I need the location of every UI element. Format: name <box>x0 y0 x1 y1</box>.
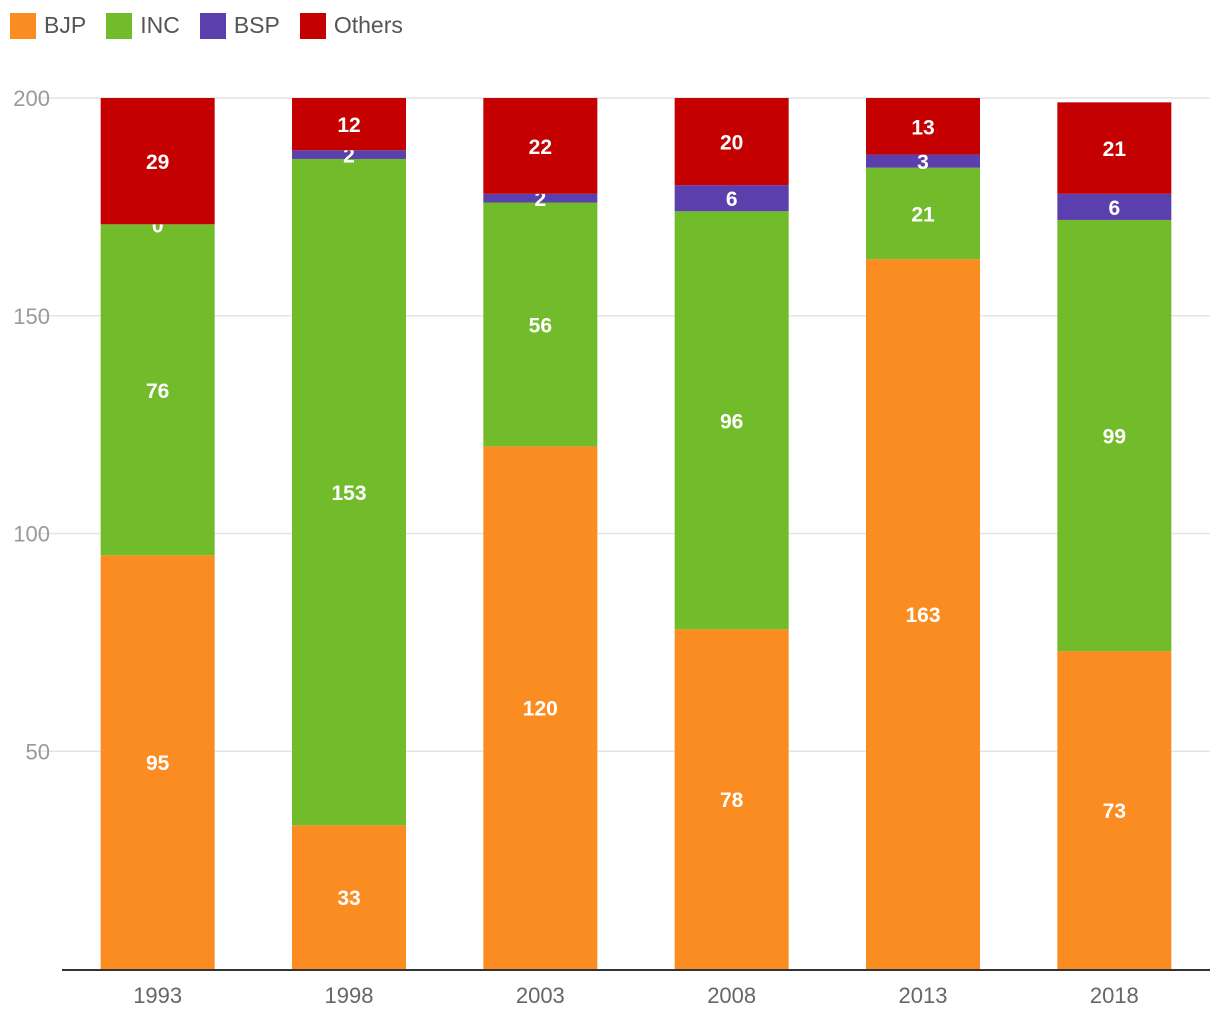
bar-segment-others-2008[interactable] <box>674 98 789 186</box>
legend-swatch-inc <box>106 12 133 39</box>
bar-segment-bjp-2018[interactable] <box>1057 651 1172 969</box>
legend-swatch-others <box>299 12 326 39</box>
bar-segment-bjp-2003[interactable] <box>483 446 598 969</box>
legend-label-inc: INC <box>140 12 180 38</box>
data-label-bjp-2003: 120 <box>523 698 558 721</box>
bar-segment-bjp-2013[interactable] <box>866 259 980 969</box>
data-label-others-2008: 20 <box>720 132 743 155</box>
data-label-others-2018: 21 <box>1103 138 1127 161</box>
bar-segment-others-1993[interactable] <box>100 98 215 225</box>
data-label-bsp-2018: 6 <box>1108 197 1120 220</box>
legend-swatch-bsp <box>199 12 226 39</box>
y-tick-label-100: 100 <box>13 522 50 547</box>
data-label-bjp-1998: 33 <box>337 887 360 910</box>
legend-label-bsp: BSP <box>233 12 280 38</box>
y-tick-label-150: 150 <box>13 304 50 329</box>
y-tick-label-200: 200 <box>13 86 50 111</box>
legend-item-bjp[interactable]: BJP <box>10 12 86 39</box>
data-label-bjp-2008: 78 <box>720 789 744 812</box>
bar-segment-others-1998[interactable] <box>292 98 406 151</box>
legend-item-bsp[interactable]: BSP <box>199 12 280 39</box>
bar-segment-bjp-1993[interactable] <box>100 555 215 969</box>
y-tick-label-50: 50 <box>26 739 50 764</box>
bar-segment-bsp-2018[interactable] <box>1057 193 1172 220</box>
data-label-inc-2013: 21 <box>911 203 935 226</box>
data-label-bjp-2013: 163 <box>905 604 940 627</box>
data-label-bsp-1993: 0 <box>152 214 164 237</box>
legend-label-others: Others <box>333 12 403 38</box>
bar-segment-inc-1998[interactable] <box>292 158 406 826</box>
bar-segment-bsp-2008[interactable] <box>674 185 789 212</box>
data-label-inc-2003: 56 <box>529 314 552 337</box>
data-label-bsp-2013: 3 <box>917 151 929 174</box>
bar-segment-bjp-2008[interactable] <box>674 629 789 969</box>
x-tick-label-1993: 1993 <box>133 983 182 1008</box>
x-tick-label-2018: 2018 <box>1090 983 1139 1008</box>
data-label-others-2013: 13 <box>911 116 934 139</box>
legend-item-inc[interactable]: INC <box>106 12 180 39</box>
data-label-others-1998: 12 <box>337 114 360 137</box>
data-label-bsp-2003: 2 <box>534 188 546 211</box>
bar-segment-inc-2018[interactable] <box>1057 219 1172 652</box>
bar-segment-bjp-1998[interactable] <box>292 825 406 969</box>
data-label-inc-1998: 153 <box>331 482 366 505</box>
legend-label-bjp: BJP <box>44 12 87 38</box>
bar-segment-inc-1993[interactable] <box>100 224 215 556</box>
data-label-others-2003: 22 <box>529 136 552 159</box>
bar-segment-bsp-2003[interactable] <box>483 193 598 203</box>
data-label-bsp-2008: 6 <box>726 188 738 211</box>
legend: BJP INC BSP Others <box>10 12 403 39</box>
data-label-bjp-1993: 95 <box>146 752 170 775</box>
data-label-others-1993: 29 <box>146 151 169 174</box>
bar-segment-inc-2013[interactable] <box>866 167 980 260</box>
x-tick-label-2013: 2013 <box>899 983 948 1008</box>
x-tick-label-1998: 1998 <box>325 983 374 1008</box>
legend-swatch-bjp <box>10 12 36 39</box>
bar-segment-others-2003[interactable] <box>483 98 598 194</box>
data-label-bjp-2018: 73 <box>1103 800 1126 823</box>
bar-segment-bsp-2013[interactable] <box>866 154 980 168</box>
bar-segment-others-2013[interactable] <box>866 98 980 155</box>
legend-item-others[interactable]: Others <box>299 12 403 39</box>
bar-segment-bsp-1998[interactable] <box>292 150 406 159</box>
data-label-inc-2018: 99 <box>1103 426 1126 449</box>
bar-segment-others-2018[interactable] <box>1057 102 1172 194</box>
data-label-inc-2008: 96 <box>720 410 743 433</box>
x-tick-label-2003: 2003 <box>516 983 565 1008</box>
bar-segment-inc-2003[interactable] <box>483 202 598 447</box>
data-label-inc-1993: 76 <box>146 380 169 403</box>
x-tick-label-2008: 2008 <box>707 983 756 1008</box>
data-label-bsp-1998: 2 <box>343 145 355 168</box>
bar-segment-inc-2008[interactable] <box>674 211 789 630</box>
